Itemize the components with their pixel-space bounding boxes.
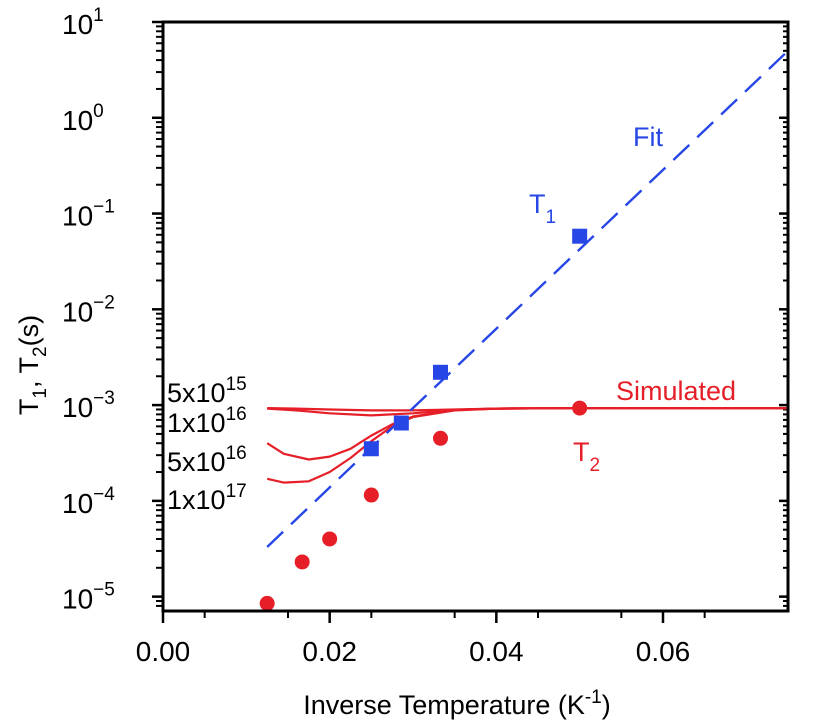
t1-point [433, 364, 448, 380]
y-tick-label: 10−1 [62, 197, 115, 232]
fit-line-group [266, 49, 789, 548]
y-tick-label: 100 [62, 101, 104, 136]
t2-point [294, 554, 310, 570]
y-tick-label: 10−3 [62, 388, 115, 423]
curve-label-5e15: 5x1015 [167, 374, 247, 408]
y-tick-label: 10−4 [62, 484, 115, 519]
y-tick-label: 10−2 [62, 292, 115, 327]
curve-label-1e17: 1x1017 [167, 481, 247, 515]
simulated-curves [266, 407, 788, 484]
t1-point [393, 415, 409, 431]
x-tick-label: 0.00 [136, 636, 191, 667]
x-tick-label: 0.04 [469, 636, 524, 667]
curve-label-1e16: 1x1016 [167, 404, 247, 438]
fit-label: Fit [633, 122, 663, 152]
y-tick-label: 10−5 [62, 580, 115, 615]
t2-point [572, 400, 588, 416]
x-axis-title: Inverse Temperature (K-1) [303, 687, 611, 720]
curve-label-5e16: 5x1016 [167, 443, 247, 477]
t2-point [433, 430, 448, 446]
t2-point [259, 595, 275, 611]
t2-point [322, 531, 338, 547]
x-tick-label: 0.02 [302, 636, 357, 667]
t2-point [363, 487, 379, 503]
x-tick-label: 0.06 [636, 636, 691, 667]
t2-label: T2 [573, 437, 600, 476]
simulated-label: Simulated [616, 376, 736, 406]
fit-line [266, 49, 789, 548]
y-tick-label: 101 [62, 5, 104, 40]
axis-tick-labels: 0.00 0.02 0.04 0.06 101 100 10−1 10−2 10−3 10−4 10… [62, 5, 690, 667]
plot-frame [161, 20, 790, 613]
simulated-curve-3 [266, 407, 788, 484]
data-markers [259, 228, 588, 611]
t1-point [572, 228, 588, 244]
t1-label: T1 [529, 189, 556, 228]
y-axis-title: T1, T2(s) [14, 315, 51, 415]
t1-point [363, 441, 379, 457]
